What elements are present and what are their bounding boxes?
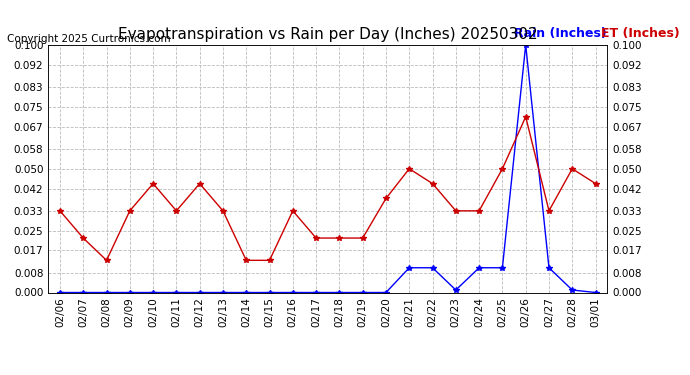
- Text: Rain (Inches): Rain (Inches): [515, 27, 607, 40]
- Text: Copyright 2025 Curtronics.com: Copyright 2025 Curtronics.com: [7, 34, 170, 44]
- Title: Evapotranspiration vs Rain per Day (Inches) 20250302: Evapotranspiration vs Rain per Day (Inch…: [118, 27, 538, 42]
- Text: ET (Inches): ET (Inches): [601, 27, 680, 40]
